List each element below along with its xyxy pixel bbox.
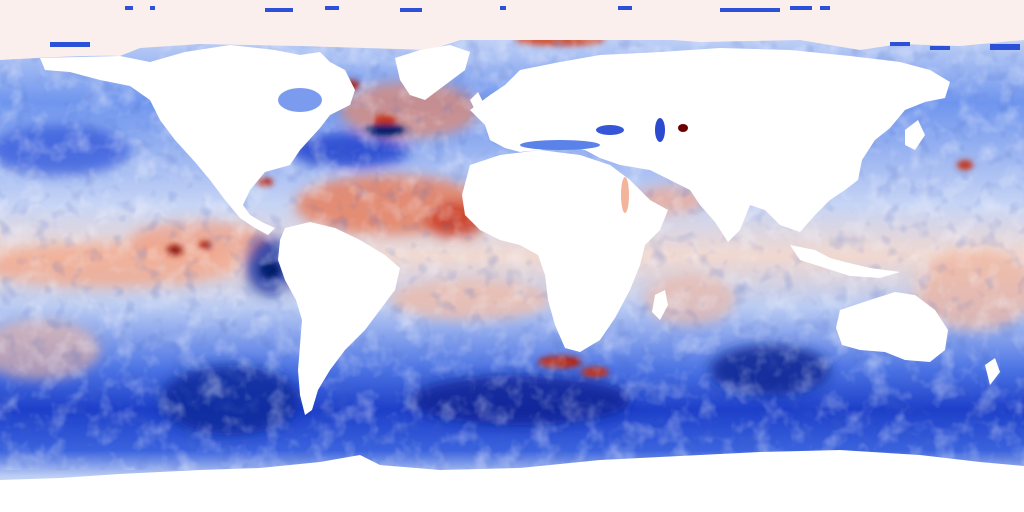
ice-streak xyxy=(790,6,812,10)
arctic-ice-streaks xyxy=(50,6,1020,50)
new-zealand xyxy=(985,358,1000,385)
indonesia xyxy=(790,245,900,278)
ice-streak xyxy=(990,44,1020,50)
caspian-sea xyxy=(655,118,665,142)
arctic-edge xyxy=(0,34,1024,60)
ice-streak xyxy=(618,6,632,10)
japan xyxy=(905,120,925,150)
britain xyxy=(470,92,484,112)
red-sea xyxy=(621,177,629,213)
ice-streak xyxy=(890,42,910,46)
hudson-bay xyxy=(278,88,322,112)
ice-streak xyxy=(125,6,133,10)
inland-waters xyxy=(278,88,688,213)
africa xyxy=(462,150,668,352)
europe-asia xyxy=(470,48,950,242)
ice-streak xyxy=(265,8,293,12)
south-america xyxy=(278,222,400,415)
antarctica xyxy=(0,450,1024,512)
ice-streak xyxy=(820,6,830,10)
black-sea xyxy=(596,125,624,135)
ice-streak xyxy=(930,46,950,50)
ice-streak xyxy=(500,6,506,10)
aral-lake-hotspot xyxy=(678,124,688,132)
arctic-cap xyxy=(0,0,1024,40)
australia xyxy=(836,292,948,362)
ice-streak xyxy=(400,8,422,12)
ice-streak xyxy=(150,6,155,10)
landmasses xyxy=(0,45,1024,512)
ice-streak xyxy=(50,42,90,47)
ice-streak xyxy=(325,6,339,10)
madagascar xyxy=(652,290,668,320)
ice-streak xyxy=(720,8,780,12)
greenland xyxy=(395,45,470,100)
mediterranean xyxy=(520,140,600,150)
north-america xyxy=(40,45,355,235)
